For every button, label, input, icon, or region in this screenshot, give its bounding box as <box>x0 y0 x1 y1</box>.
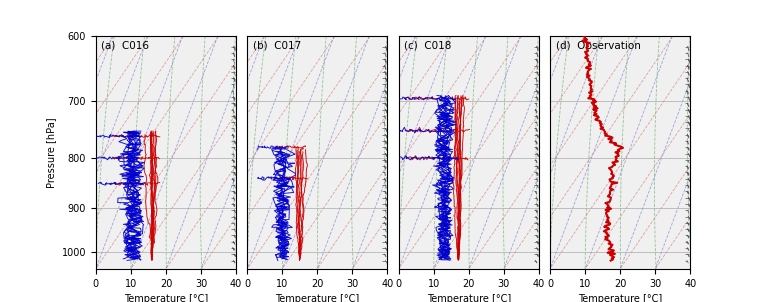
Text: (b)  C017: (b) C017 <box>253 41 301 51</box>
Text: (a)  C016: (a) C016 <box>101 41 150 51</box>
X-axis label: Temperature [°C]: Temperature [°C] <box>123 294 208 302</box>
Text: (d)  Observation: (d) Observation <box>556 41 640 51</box>
Y-axis label: Pressure [hPa]: Pressure [hPa] <box>46 117 56 188</box>
X-axis label: Temperature [°C]: Temperature [°C] <box>275 294 360 302</box>
Text: (c)  C018: (c) C018 <box>404 41 452 51</box>
X-axis label: Temperature [°C]: Temperature [°C] <box>578 294 663 302</box>
X-axis label: Temperature [°C]: Temperature [°C] <box>426 294 511 302</box>
